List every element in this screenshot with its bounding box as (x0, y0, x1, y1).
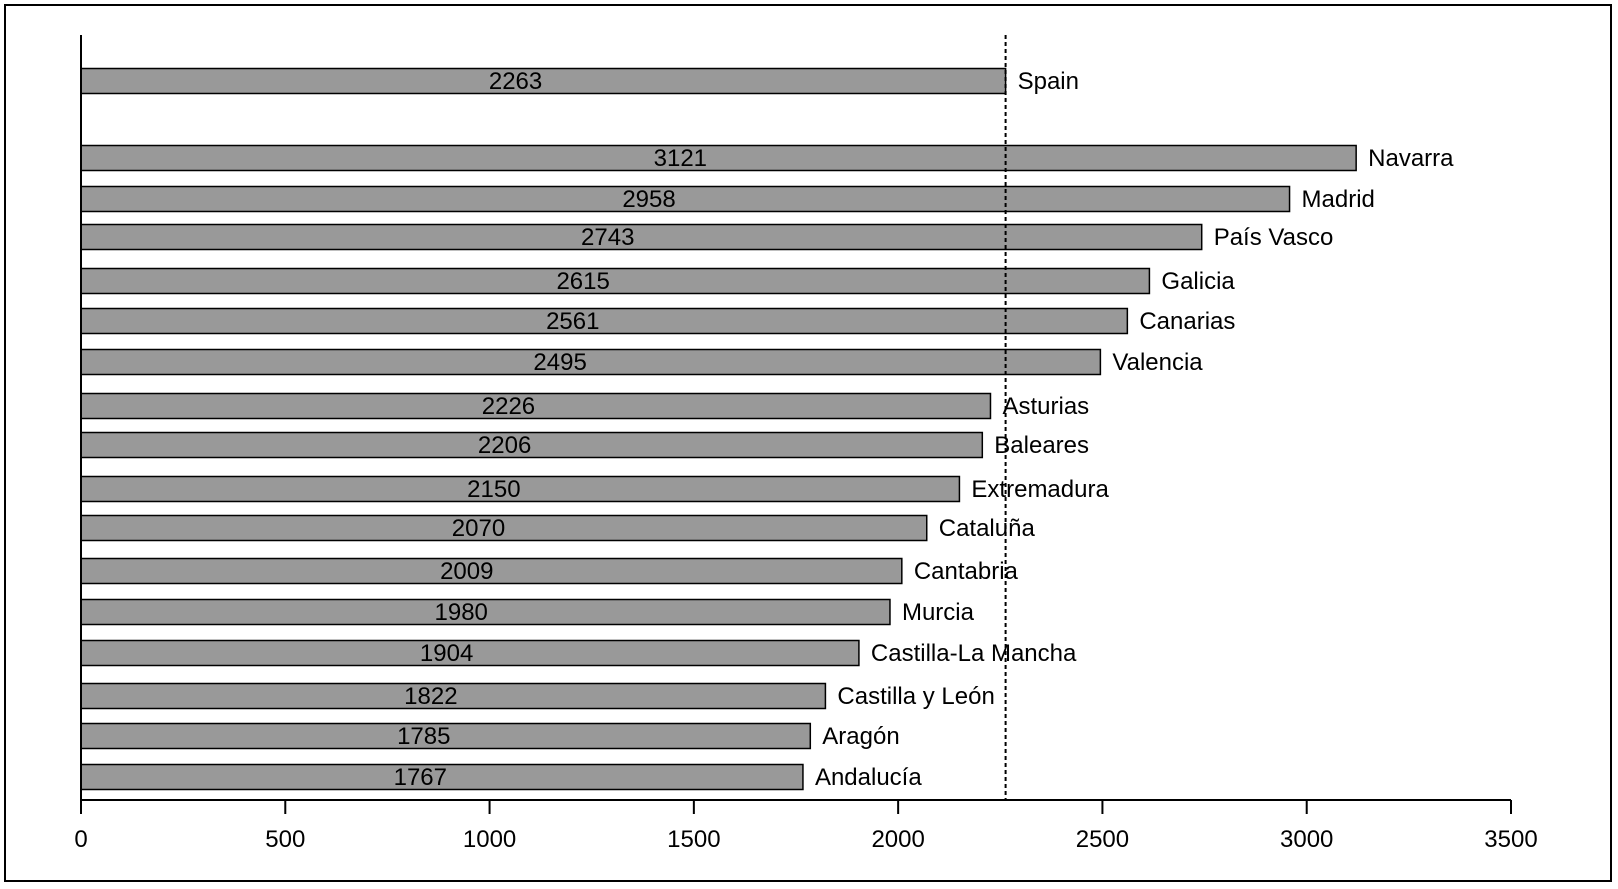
category-label-aragon: Aragón (822, 723, 899, 750)
x-tick-label-0: 0 (74, 826, 87, 853)
bar-valencia (80, 348, 1102, 376)
value-label-extremadura: 2150 (467, 476, 520, 503)
category-label-cataluna: Cataluña (939, 515, 1036, 542)
value-label-valencia: 2495 (533, 349, 586, 376)
bar-galicia (80, 267, 1151, 295)
category-label-castilla-y-leon: Castilla y León (837, 683, 994, 710)
bar-extremadura (80, 475, 961, 503)
value-label-cantabria: 2009 (440, 558, 493, 585)
bar-asturias (80, 392, 992, 420)
value-label-baleares: 2206 (478, 432, 531, 459)
value-label-spain: 2263 (489, 68, 542, 95)
category-label-castilla-la-mancha: Castilla-La Mancha (871, 640, 1077, 667)
value-label-murcia: 1980 (435, 599, 488, 626)
x-axis-ticks: 0 500 1000 1500 2000 2500 3000 3500 (74, 800, 1538, 853)
bar-castilla-la-mancha (80, 639, 860, 667)
x-tick-label-3000: 3000 (1280, 826, 1333, 853)
value-label-castilla-y-leon: 1822 (404, 683, 457, 710)
x-tick-label-500: 500 (265, 826, 305, 853)
x-tick-label-1500: 1500 (667, 826, 720, 853)
category-label-asturias: Asturias (1002, 393, 1089, 420)
category-label-madrid: Madrid (1302, 186, 1375, 213)
category-label-baleares: Baleares (994, 432, 1089, 459)
category-label-canarias: Canarias (1139, 308, 1235, 335)
value-label-navarra: 3121 (654, 145, 707, 172)
bar-navarra (80, 144, 1357, 172)
bar-madrid (80, 185, 1291, 213)
category-label-cantabria: Cantabria (914, 558, 1019, 585)
category-label-pais-vasco: País Vasco (1214, 224, 1334, 251)
value-label-aragon: 1785 (397, 723, 450, 750)
value-label-galicia: 2615 (556, 268, 609, 295)
bars-layer (80, 67, 1357, 791)
category-label-navarra: Navarra (1368, 145, 1454, 172)
bar-spain (80, 67, 1007, 95)
x-tick-label-3500: 3500 (1484, 826, 1537, 853)
x-tick-label-2000: 2000 (871, 826, 924, 853)
category-label-extremadura: Extremadura (971, 476, 1109, 503)
bar-pais-vasco (80, 223, 1203, 251)
value-label-cataluna: 2070 (452, 515, 505, 542)
labels-layer: 2263 Spain 3121 Navarra 2958 Madrid 2743 País V… (394, 68, 1455, 791)
bar-cataluna (80, 514, 928, 542)
category-label-galicia: Galicia (1161, 268, 1235, 295)
bar-murcia (80, 598, 891, 626)
value-label-pais-vasco: 2743 (581, 224, 634, 251)
value-label-andalucia: 1767 (394, 764, 447, 791)
value-label-castilla-la-mancha: 1904 (420, 640, 473, 667)
value-label-canarias: 2561 (546, 308, 599, 335)
bar-baleares (80, 431, 984, 459)
value-label-asturias: 2226 (482, 393, 535, 420)
x-tick-label-2500: 2500 (1076, 826, 1129, 853)
value-label-madrid: 2958 (622, 186, 675, 213)
category-label-valencia: Valencia (1112, 349, 1203, 376)
category-label-murcia: Murcia (902, 599, 975, 626)
category-label-spain: Spain (1018, 68, 1079, 95)
bar-cantabria (80, 557, 903, 585)
category-label-andalucia: Andalucía (815, 764, 922, 791)
bar-canarias (80, 307, 1129, 335)
x-tick-label-1000: 1000 (463, 826, 516, 853)
